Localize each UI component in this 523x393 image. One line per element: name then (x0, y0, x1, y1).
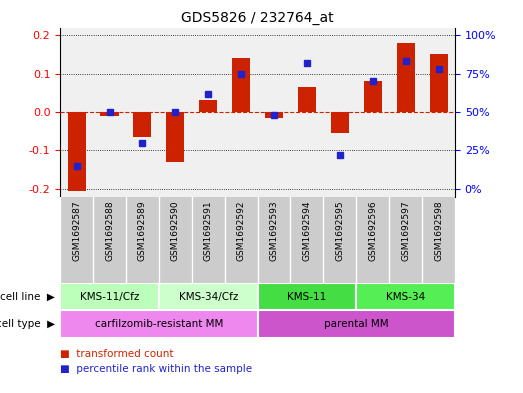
Bar (265, 112, 283, 118)
Bar (257, 283, 356, 310)
Bar (60, 283, 159, 310)
Text: parental MM: parental MM (324, 319, 389, 329)
Bar (363, 81, 382, 112)
Text: GSM1692595: GSM1692595 (335, 201, 344, 261)
Bar (232, 58, 250, 112)
Bar (67, 112, 86, 191)
Text: KMS-34/Cfz: KMS-34/Cfz (178, 292, 238, 302)
Bar (199, 101, 217, 112)
Bar (60, 310, 257, 338)
Text: GSM1692591: GSM1692591 (204, 201, 213, 261)
Bar (396, 43, 415, 112)
Bar (159, 283, 257, 310)
Text: ■  transformed count: ■ transformed count (60, 349, 174, 359)
Text: GSM1692589: GSM1692589 (138, 201, 147, 261)
Title: GDS5826 / 232764_at: GDS5826 / 232764_at (181, 11, 334, 25)
Bar (356, 283, 455, 310)
Text: ■  percentile rank within the sample: ■ percentile rank within the sample (60, 364, 252, 375)
Text: GSM1692593: GSM1692593 (269, 201, 279, 261)
Text: GSM1692592: GSM1692592 (236, 201, 246, 261)
Text: carfilzomib-resistant MM: carfilzomib-resistant MM (95, 319, 223, 329)
Text: GSM1692587: GSM1692587 (72, 201, 81, 261)
Bar (133, 112, 152, 137)
Text: GSM1692590: GSM1692590 (171, 201, 180, 261)
Bar (298, 87, 316, 112)
Bar (100, 112, 119, 116)
Text: GSM1692597: GSM1692597 (401, 201, 410, 261)
Bar (257, 310, 455, 338)
Bar (331, 112, 349, 133)
Text: GSM1692598: GSM1692598 (434, 201, 443, 261)
Text: KMS-11/Cfz: KMS-11/Cfz (80, 292, 139, 302)
Text: KMS-11: KMS-11 (287, 292, 326, 302)
Text: KMS-34: KMS-34 (386, 292, 425, 302)
Text: cell type  ▶: cell type ▶ (0, 319, 55, 329)
Text: GSM1692596: GSM1692596 (368, 201, 377, 261)
Text: GSM1692588: GSM1692588 (105, 201, 114, 261)
Bar (429, 54, 448, 112)
Text: cell line  ▶: cell line ▶ (0, 292, 55, 302)
Text: GSM1692594: GSM1692594 (302, 201, 311, 261)
Bar (166, 112, 185, 162)
